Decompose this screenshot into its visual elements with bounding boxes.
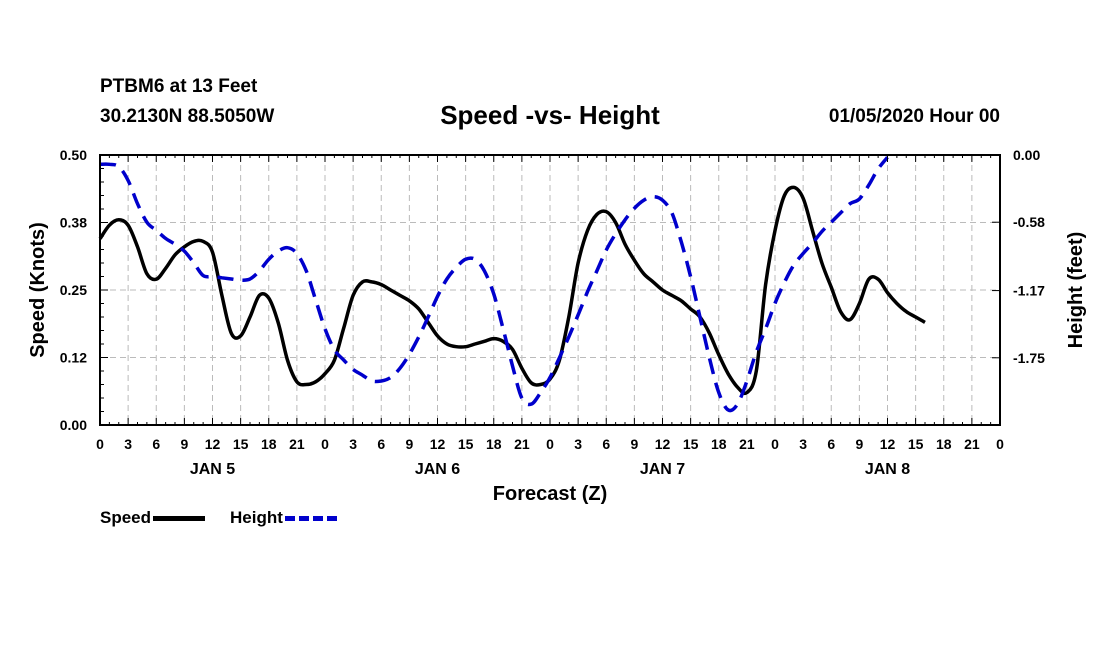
legend-height: Height xyxy=(230,508,337,528)
series-line-speed xyxy=(98,185,926,396)
x-tick-label: 12 xyxy=(880,436,896,452)
x-tick-label: 0 xyxy=(96,436,104,452)
x-tick-label: 6 xyxy=(377,436,385,452)
y2-tick-label: -1.75 xyxy=(1013,350,1045,366)
series-line-height xyxy=(99,156,889,413)
y-tick-label: 0.12 xyxy=(60,350,87,366)
x-tick-label: 0 xyxy=(771,436,779,452)
x-tick-label: 0 xyxy=(996,436,1004,452)
x-tick-label: 21 xyxy=(514,436,530,452)
x-tick-label: 0 xyxy=(546,436,554,452)
x-tick-label: 21 xyxy=(739,436,755,452)
x-tick-label: 9 xyxy=(855,436,863,452)
x-tick-label: 18 xyxy=(486,436,502,452)
day-label: JAN 5 xyxy=(190,461,235,478)
y2-tick-label: -0.58 xyxy=(1013,214,1045,230)
legend-speed-label: Speed xyxy=(100,508,152,527)
y2-tick-label: -1.17 xyxy=(1013,283,1045,299)
day-label: JAN 6 xyxy=(415,461,460,478)
x-tick-label: 12 xyxy=(205,436,221,452)
legend-height-label: Height xyxy=(230,508,283,527)
y-tick-label: 0.00 xyxy=(60,417,87,433)
station-label: PTBM6 at 13 Feet xyxy=(100,76,258,97)
x-tick-label: 18 xyxy=(711,436,727,452)
x-tick-label: 21 xyxy=(964,436,980,452)
x-tick-label: 15 xyxy=(683,436,699,452)
x-tick-label: 6 xyxy=(827,436,835,452)
coordinates-label: 30.2130N 88.5050W xyxy=(100,106,275,127)
y-axis-label: Speed (Knots) xyxy=(27,222,49,358)
y-tick-label: 0.38 xyxy=(60,215,87,231)
x-tick-label: 6 xyxy=(152,436,160,452)
x-tick-label: 3 xyxy=(124,436,132,452)
legend-speed: Speed xyxy=(100,508,206,528)
axis-layer: 0 3 6 9 12 15 18 21 0 3 6 9 12 15 18 21 0 3 6 9 12 15 18 21 0 3 6 9… xyxy=(60,147,1045,478)
x-tick-label: 3 xyxy=(799,436,807,452)
y-tick-label: 0.50 xyxy=(60,147,87,163)
chart-title: Speed -vs- Height xyxy=(440,100,660,130)
x-tick-label: 9 xyxy=(630,436,638,452)
day-label: JAN 8 xyxy=(865,461,910,478)
x-tick-label: 3 xyxy=(349,436,357,452)
x-tick-label: 18 xyxy=(936,436,952,452)
forecast-date-label: 01/05/2020 Hour 00 xyxy=(828,106,1000,127)
legend-height-swatch xyxy=(284,516,337,522)
x-axis-label: Forecast (Z) xyxy=(493,483,607,505)
y2-tick-label: 0.00 xyxy=(1013,147,1040,163)
y-tick-label: 0.25 xyxy=(60,282,87,298)
x-tick-label: 21 xyxy=(289,436,305,452)
x-tick-label: 15 xyxy=(458,436,474,452)
x-tick-label: 12 xyxy=(430,436,446,452)
y2-axis-label: Height (feet) xyxy=(1065,232,1087,349)
x-tick-label: 9 xyxy=(180,436,188,452)
day-label: JAN 7 xyxy=(640,461,685,478)
series-layer xyxy=(98,156,926,413)
x-tick-label: 12 xyxy=(655,436,671,452)
x-tick-label: 15 xyxy=(908,436,924,452)
legend-speed-swatch xyxy=(153,516,206,522)
x-tick-label: 15 xyxy=(233,436,249,452)
grid-layer xyxy=(100,155,1000,425)
x-tick-label: 0 xyxy=(321,436,329,452)
x-tick-label: 6 xyxy=(602,436,610,452)
x-tick-label: 9 xyxy=(405,436,413,452)
x-tick-label: 3 xyxy=(574,436,582,452)
x-tick-label: 18 xyxy=(261,436,277,452)
